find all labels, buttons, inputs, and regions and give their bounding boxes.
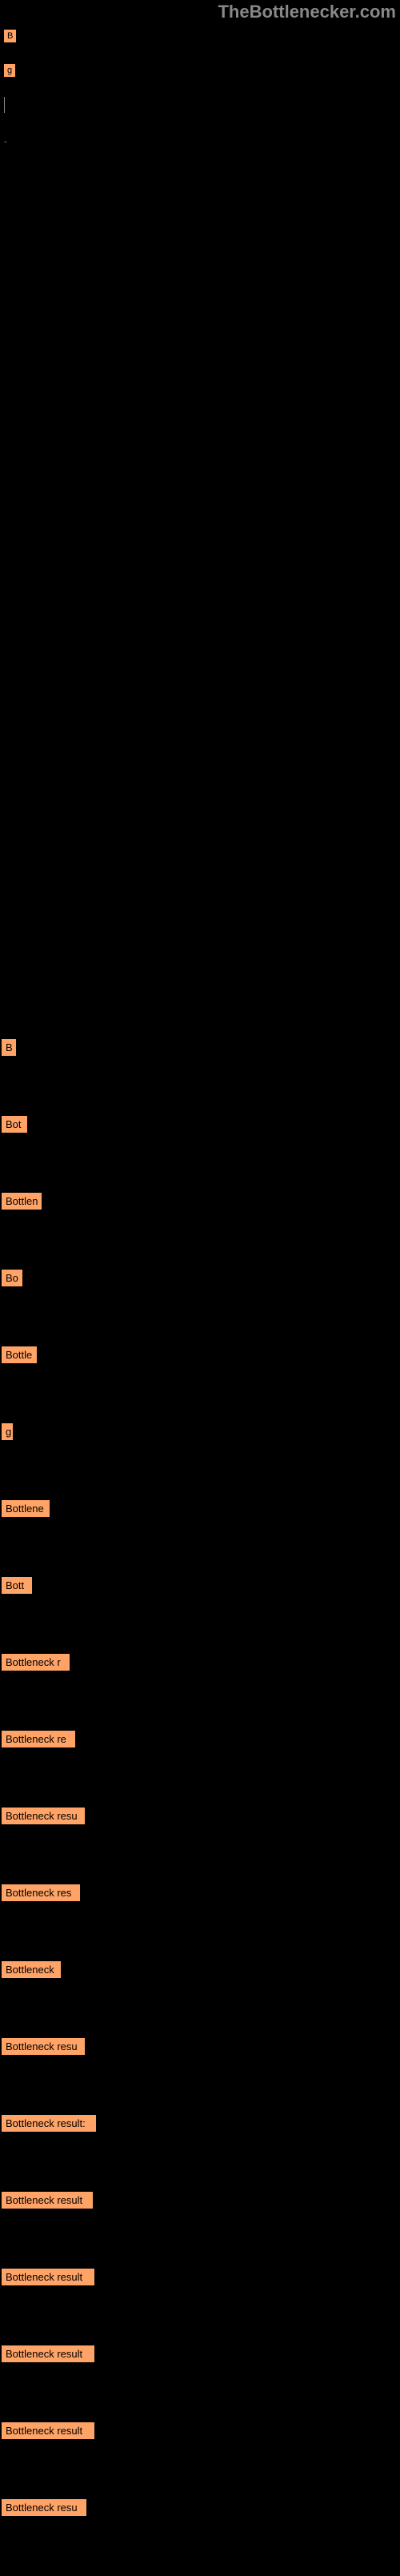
spacer (0, 175, 400, 1039)
bottleneck-item-19: Bottleneck resu (2, 2499, 86, 2516)
top-section: B g - (0, 24, 400, 175)
logo-text: TheBottlenecker.com (218, 2, 396, 22)
dash-text: - (4, 137, 396, 146)
bottleneck-item-6: Bottlene (2, 1500, 50, 1517)
bottleneck-item-0: B (2, 1039, 16, 1056)
bottleneck-item-7: Bott (2, 1577, 32, 1594)
bottleneck-item-3: Bo (2, 1270, 22, 1286)
bottleneck-item-15: Bottleneck result (2, 2192, 93, 2209)
bottleneck-item-1: Bot (2, 1116, 27, 1133)
vertical-divider (4, 97, 5, 113)
bottleneck-item-12: Bottleneck (2, 1961, 61, 1978)
bottleneck-item-5: g (2, 1423, 13, 1440)
bottleneck-item-18: Bottleneck result (2, 2422, 94, 2439)
bottleneck-item-8: Bottleneck r (2, 1654, 70, 1671)
bottleneck-item-16: Bottleneck result (2, 2269, 94, 2285)
bottleneck-item-10: Bottleneck resu (2, 1808, 85, 1824)
bottleneck-item-4: Bottle (2, 1346, 37, 1363)
bottleneck-item-13: Bottleneck resu (2, 2038, 85, 2055)
bottleneck-item-14: Bottleneck result: (2, 2115, 96, 2132)
top-bar-1: B (4, 30, 16, 42)
bottleneck-list: B Bot Bottlen Bo Bottle g Bottlene Bott Bottlene… (0, 1039, 400, 2576)
bottleneck-item-17: Bottleneck result (2, 2345, 94, 2362)
header-logo: TheBottlenecker.com (0, 0, 400, 24)
bottleneck-item-11: Bottleneck res (2, 1884, 80, 1901)
bottleneck-item-2: Bottlen (2, 1193, 42, 1210)
top-bar-2: g (4, 64, 15, 77)
bottleneck-item-9: Bottleneck re (2, 1731, 75, 1747)
